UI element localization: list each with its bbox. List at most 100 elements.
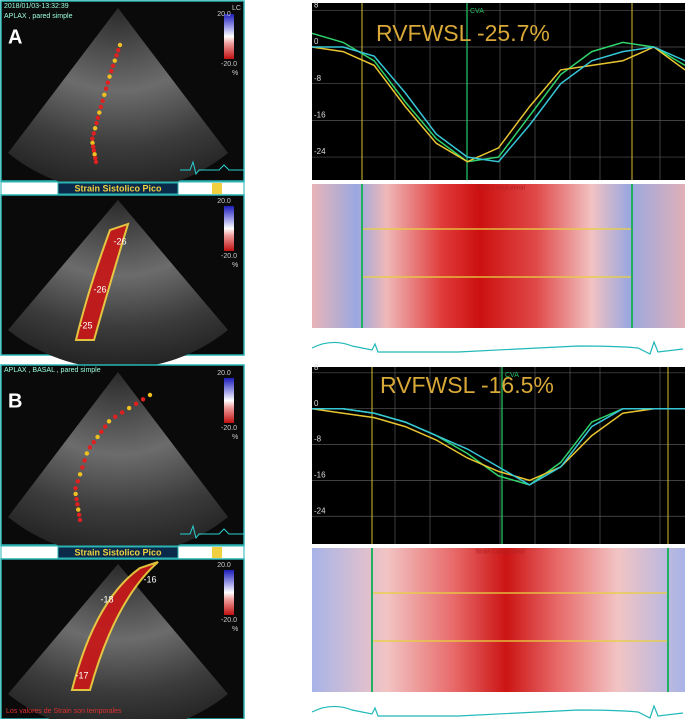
- colorbar-min: -20.0: [221, 425, 237, 432]
- tracking-point: [91, 144, 96, 149]
- ecg-trace: [311, 340, 684, 355]
- peak-label-box: [57, 546, 179, 559]
- tracking-point: [93, 159, 99, 165]
- strain-curve: [312, 407, 685, 486]
- peak-icon: [212, 547, 222, 558]
- echo-image: [8, 200, 228, 369]
- timestamp: 2018/01/03-13:32:39: [4, 3, 69, 10]
- ecg-strip: [180, 524, 244, 540]
- colorbar-min: -20.0: [221, 617, 237, 624]
- echo-image: [8, 564, 228, 724]
- colorbar: [224, 14, 234, 59]
- segment-value: -18: [100, 594, 113, 604]
- peak-label: Strain Sistolico Pico: [74, 547, 162, 557]
- colorbar: [224, 378, 234, 423]
- heatmap-title: Strain Longitudinal: [475, 550, 525, 556]
- tracking-point: [112, 58, 117, 63]
- colorbar-min: -20.0: [221, 253, 237, 260]
- tracking-point: [114, 53, 119, 58]
- tracking-point: [73, 486, 78, 491]
- tracking-point: [93, 155, 98, 161]
- tracking-point: [91, 439, 96, 445]
- colorbar-max: 20.0: [217, 11, 231, 18]
- cva-label: CVA: [505, 372, 519, 379]
- ecg-strip: [180, 160, 244, 176]
- tracking-point: [92, 152, 97, 157]
- tracking-point: [119, 410, 125, 415]
- tracking-point: [100, 98, 105, 104]
- chart-title: RVFWSL -25.7%: [376, 20, 550, 46]
- tracking-point: [116, 48, 121, 53]
- y-tick-label: 8: [314, 363, 319, 372]
- tracking-point: [91, 131, 96, 136]
- chart-title: RVFWSL -16.5%: [380, 372, 554, 398]
- y-tick-label: 8: [314, 0, 319, 9]
- tracking-point: [95, 115, 101, 121]
- tracking-point: [87, 445, 93, 450]
- segment-value: -16: [143, 574, 156, 584]
- tracking-point: [91, 148, 97, 153]
- tracking-point: [90, 136, 95, 141]
- tracking-point: [133, 401, 139, 406]
- colorbar: [224, 570, 234, 615]
- strain-band: [70, 561, 159, 691]
- cva-label: CVA: [470, 8, 484, 15]
- tracking-point: [102, 92, 107, 97]
- tracking-point: [126, 405, 132, 411]
- tracking-point: [140, 397, 146, 402]
- tracking-point: [77, 517, 83, 523]
- tracking-point: [76, 512, 82, 517]
- colorbar-unit: %: [232, 626, 238, 633]
- view-label: APLAX , pared simple: [4, 13, 73, 20]
- colorbar-unit: %: [232, 262, 238, 269]
- tracking-point: [113, 414, 118, 419]
- heatmap-title: Strain Longitudinal: [475, 186, 525, 192]
- colorbar-name: LC: [232, 5, 241, 12]
- panel-label: B: [8, 390, 22, 412]
- tracking-point: [90, 140, 95, 146]
- colorbar-max: 20.0: [217, 370, 231, 377]
- y-tick-label: -16: [314, 110, 326, 119]
- y-tick-label: 0: [314, 37, 319, 46]
- tracking-point: [98, 104, 104, 110]
- tracking-point: [80, 465, 85, 470]
- colorbar-unit: %: [232, 434, 238, 441]
- colorbar-max: 20.0: [217, 562, 231, 569]
- colorbar-max: 20.0: [217, 198, 231, 205]
- strain-band: [74, 222, 130, 341]
- panel-label: A: [8, 26, 22, 48]
- y-tick-label: -24: [314, 506, 326, 515]
- peak-label: Strain Sistolico Pico: [74, 183, 162, 193]
- strain-curve: [311, 32, 685, 163]
- echo-image: [8, 8, 228, 192]
- strain-curve: [311, 407, 685, 482]
- echo-image: [8, 372, 228, 556]
- ecg-trace: [311, 704, 684, 719]
- view-label: APLAX , BASAL , pared simple: [4, 367, 101, 374]
- colorbar-min: -20.0: [221, 61, 237, 68]
- colorbar-unit: %: [232, 70, 238, 77]
- tracking-point: [75, 479, 81, 484]
- tracking-point: [95, 434, 100, 440]
- y-tick-label: -8: [314, 74, 322, 83]
- peak-label-box: [57, 182, 179, 195]
- strain-curve: [311, 46, 685, 163]
- tracking-point: [103, 424, 108, 429]
- y-tick-label: 0: [314, 399, 319, 408]
- y-tick-label: -16: [314, 470, 326, 479]
- tracking-point: [105, 80, 111, 85]
- tracking-point: [103, 86, 109, 91]
- strain-curve: [312, 46, 685, 163]
- tracking-point: [117, 42, 123, 48]
- tracking-point: [76, 507, 81, 512]
- tracking-point: [107, 74, 112, 79]
- footnote: Los valores de Strain son temporales: [6, 708, 122, 715]
- segment-value: -25: [79, 320, 92, 330]
- tracking-point: [147, 392, 153, 398]
- y-tick-label: -8: [314, 435, 322, 444]
- y-tick-label: -24: [314, 147, 326, 156]
- tracking-point: [94, 120, 99, 126]
- segment-value: -26: [113, 236, 126, 246]
- tracking-point: [74, 496, 79, 502]
- chart-bg: [312, 3, 685, 180]
